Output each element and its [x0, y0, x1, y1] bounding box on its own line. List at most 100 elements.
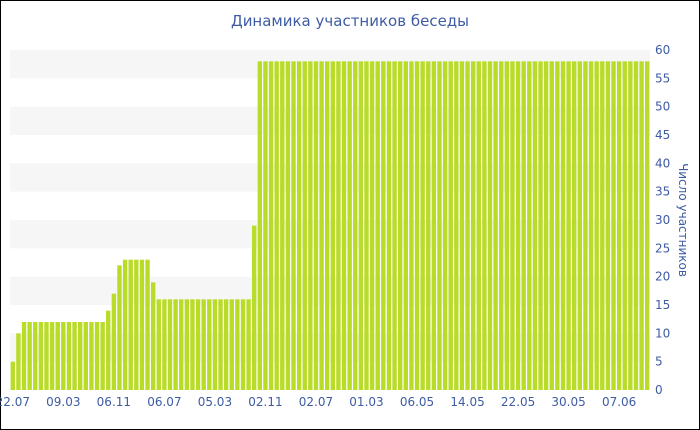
bar [442, 61, 448, 390]
x-tick-label: 06.05 [400, 395, 434, 409]
grid-band [10, 220, 650, 249]
y-tick-label: 5 [655, 355, 663, 369]
bar [420, 61, 425, 390]
x-tick-label: 06.11 [97, 395, 131, 409]
bar [639, 61, 644, 390]
bar [594, 61, 599, 390]
bar [72, 322, 77, 390]
y-axis-label: Число участников [676, 163, 690, 277]
grid-band [10, 106, 650, 135]
bar [448, 61, 453, 390]
bar [628, 61, 633, 390]
bar [117, 265, 122, 390]
bar [577, 61, 583, 390]
bar [134, 259, 139, 390]
bars [10, 61, 650, 390]
y-tick-label: 60 [655, 43, 670, 57]
bar [16, 333, 21, 390]
bar [10, 361, 15, 390]
bar [555, 61, 560, 390]
bar [600, 61, 605, 390]
grid-band [10, 50, 650, 79]
bar [369, 61, 375, 390]
bar [588, 61, 594, 390]
x-tick-label: 06.07 [147, 395, 181, 409]
grid-band [10, 163, 650, 192]
bar [633, 61, 639, 390]
bar [313, 61, 319, 390]
bar [583, 61, 588, 390]
y-axis-ticks: 0 5 10 15 20 25 30 35 40 45 50 55 60 [655, 43, 670, 397]
bar [207, 299, 212, 390]
bar [246, 299, 251, 390]
bar [291, 61, 296, 390]
y-tick-label: 20 [655, 270, 670, 284]
bar [325, 61, 330, 390]
bar [179, 299, 184, 390]
bar [44, 322, 49, 390]
bar [386, 61, 392, 390]
bar [403, 61, 408, 390]
y-tick-label: 35 [655, 185, 670, 199]
bar [280, 61, 285, 390]
bar [38, 322, 44, 390]
bar [173, 299, 178, 390]
y-tick-label: 25 [655, 241, 670, 255]
bar [302, 61, 307, 390]
bar [240, 299, 246, 390]
bar [33, 322, 38, 390]
bar [195, 299, 201, 390]
bar [319, 61, 324, 390]
y-tick-label: 0 [655, 383, 663, 397]
bar [83, 322, 88, 390]
bar [426, 61, 431, 390]
bar [223, 299, 229, 390]
bar [27, 322, 32, 390]
bar [263, 61, 268, 390]
bar [487, 61, 493, 390]
bar [409, 61, 414, 390]
bar [61, 322, 66, 390]
bar [145, 259, 150, 390]
bar [55, 322, 60, 390]
bar [493, 61, 498, 390]
bar [308, 61, 313, 390]
x-tick-label: 01.03 [349, 395, 383, 409]
bar [106, 310, 111, 390]
bar [128, 259, 133, 390]
bar [268, 61, 274, 390]
x-tick-label: 02.07 [299, 395, 333, 409]
bar [549, 61, 554, 390]
x-tick-label: 30.05 [551, 395, 585, 409]
bar [645, 61, 650, 390]
bar [465, 61, 470, 390]
bar [184, 299, 190, 390]
bar [616, 61, 622, 390]
bar [353, 61, 358, 390]
bar [431, 61, 437, 390]
bar [459, 61, 465, 390]
bar [252, 225, 257, 390]
grid-band [10, 333, 650, 362]
x-tick-label: 14.05 [450, 395, 484, 409]
bar [375, 61, 380, 390]
bar [499, 61, 504, 390]
y-tick-label: 15 [655, 298, 670, 312]
bar [274, 61, 279, 390]
y-tick-label: 55 [655, 71, 670, 85]
bar [218, 299, 223, 390]
bar [77, 322, 83, 390]
x-tick-label: 22.07 [0, 395, 30, 409]
bar [139, 259, 145, 390]
bar [566, 61, 571, 390]
bar [162, 299, 167, 390]
bar [111, 293, 117, 390]
bar [605, 61, 611, 390]
bar [296, 61, 302, 390]
bar [454, 61, 459, 390]
bar [560, 61, 566, 390]
bar [476, 61, 481, 390]
grid-bands [10, 50, 650, 362]
bar [156, 299, 161, 390]
